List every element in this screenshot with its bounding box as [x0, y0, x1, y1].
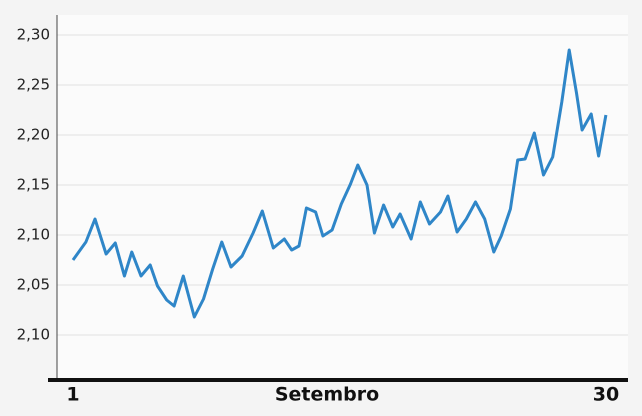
y-tick-label: 2,15 — [17, 176, 50, 194]
plot-area — [57, 15, 628, 380]
y-tick-label: 2,20 — [17, 126, 50, 144]
y-tick-label: 2,10 — [17, 326, 50, 344]
y-tick-label: 2,05 — [17, 276, 50, 294]
y-tick-label: 2,25 — [17, 76, 50, 94]
x-tick-label: 30 — [593, 384, 619, 406]
x-tick-label: 1 — [66, 384, 79, 406]
grid — [57, 34, 628, 336]
y-tick-label: 2,30 — [17, 26, 50, 44]
x-axis-label: Setembro — [275, 384, 379, 406]
y-tick-label: 2,10 — [17, 226, 50, 244]
data-line — [71, 48, 608, 319]
